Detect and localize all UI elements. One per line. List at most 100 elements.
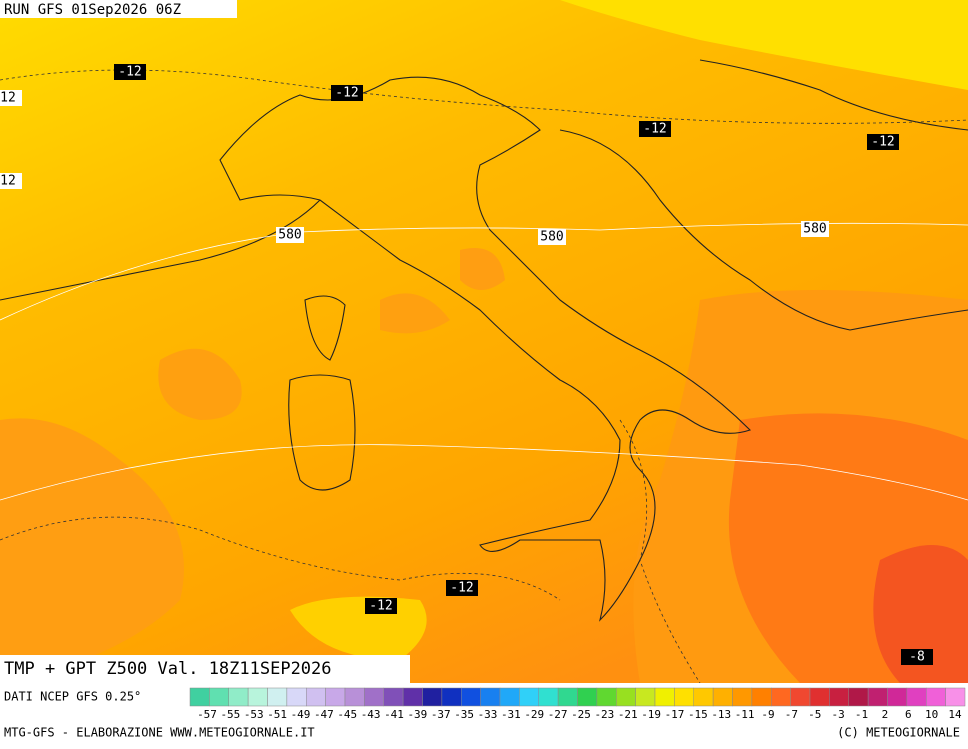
label-box	[365, 598, 397, 614]
scale-swatch	[790, 687, 811, 707]
footer-left: MTG-GFS - ELABORAZIONE WWW.METEOGIORNALE…	[4, 726, 315, 740]
scale-swatch	[751, 687, 772, 707]
contour-label: 12	[0, 174, 16, 189]
scale-swatch	[344, 687, 365, 707]
scale-label: -5	[808, 708, 821, 721]
contour-label: 580	[278, 228, 301, 243]
scale-label: 6	[905, 708, 912, 721]
contour-label: 580	[803, 222, 826, 237]
label-box	[0, 173, 22, 189]
scale-swatch	[480, 687, 501, 707]
scale-swatch	[364, 687, 384, 707]
label-box	[801, 221, 829, 237]
scale-swatch	[286, 687, 307, 707]
scale-label: -29	[524, 708, 544, 721]
scale-label: -25	[571, 708, 591, 721]
scale-label: 2	[882, 708, 889, 721]
scale-label: -37	[431, 708, 451, 721]
contour-label: -12	[871, 135, 894, 150]
scale-swatch	[674, 687, 694, 707]
scale-swatch	[383, 687, 404, 707]
scale-label: -19	[641, 708, 661, 721]
contour-label: 12	[0, 91, 16, 106]
label-box	[639, 121, 671, 137]
run-label: RUN GFS 01Sep2026 06Z	[4, 2, 181, 18]
scale-swatch	[209, 687, 229, 707]
label-box	[331, 85, 363, 101]
scale-swatch	[577, 687, 598, 707]
scale-label: -23	[594, 708, 614, 721]
scale-swatch	[809, 687, 830, 707]
scale-label: -35	[454, 708, 474, 721]
contour-label: -12	[369, 599, 392, 614]
scale-label: -45	[337, 708, 357, 721]
scale-label: -51	[267, 708, 287, 721]
scale-swatch	[732, 687, 753, 707]
color-scale: -57 -55 -53 -51 -49 -47 -45 -43 -41 -39 -37 -35 -33-…	[189, 687, 966, 721]
scale-swatch	[867, 687, 888, 707]
scale-swatch	[887, 687, 908, 707]
scale-label: -31	[501, 708, 521, 721]
scale-swatch	[519, 687, 539, 707]
scale-label: -57	[197, 708, 217, 721]
footer-right: (C) METEOGIORNALE	[837, 726, 960, 740]
scale-swatch	[557, 687, 578, 707]
label-box	[538, 229, 566, 245]
scale-swatch	[499, 687, 520, 707]
scale-label: -47	[314, 708, 334, 721]
scale-label: -9	[761, 708, 774, 721]
scale-label: -11	[735, 708, 755, 721]
scale-swatch	[712, 687, 733, 707]
scale-swatch	[422, 687, 443, 707]
scale-swatch	[906, 687, 927, 707]
scale-swatch	[247, 687, 268, 707]
scale-swatch	[771, 687, 791, 707]
scale-swatch	[693, 687, 714, 707]
scale-swatch	[228, 687, 249, 707]
label-box	[276, 227, 304, 243]
scale-swatch	[635, 687, 656, 707]
label-box	[114, 64, 146, 80]
contour-label: -12	[450, 581, 473, 596]
contour-label: -12	[335, 86, 358, 101]
source: DATI NCEP GFS 0.25°	[4, 690, 141, 704]
scale-label: -15	[688, 708, 708, 721]
contour-label: -8	[909, 650, 925, 665]
scale-swatch	[654, 687, 675, 707]
header-box	[0, 0, 237, 18]
scale-swatch	[926, 687, 946, 707]
label-box	[867, 134, 899, 150]
scale-label: 14	[948, 708, 962, 721]
scale-label: -43	[361, 708, 381, 721]
scale-swatch	[325, 687, 346, 707]
contour-labels: -12 -12 -12 -12 -12 -12 12 12 580 580 580 -8	[0, 64, 933, 665]
scale-swatch	[306, 687, 326, 707]
contour-label: 580	[540, 230, 563, 245]
scale-label: -55	[220, 708, 240, 721]
scale-label: -33	[478, 708, 498, 721]
scale-swatch	[267, 687, 288, 707]
scale-label: -39	[407, 708, 427, 721]
scale-label: -27	[548, 708, 568, 721]
scale-swatch	[596, 687, 617, 707]
scale-swatch	[848, 687, 869, 707]
scale-label: -7	[785, 708, 798, 721]
scale-label: -3	[832, 708, 845, 721]
map	[0, 0, 968, 684]
scale-swatch	[189, 687, 210, 707]
label-box	[901, 649, 933, 665]
scale-swatch	[616, 687, 636, 707]
contour-label: -12	[118, 65, 141, 80]
scale-label: -21	[618, 708, 638, 721]
label-box	[0, 90, 22, 106]
scale-label: -1	[855, 708, 868, 721]
scale-label: -53	[244, 708, 264, 721]
scale-swatch	[461, 687, 481, 707]
scale-swatch	[441, 687, 462, 707]
scale-label: -17	[665, 708, 685, 721]
scale-swatch	[402, 687, 423, 707]
map-title: TMP + GPT Z500 Val. 18Z11SEP2026	[4, 659, 332, 679]
title-box	[0, 655, 410, 683]
scale-label: -49	[291, 708, 311, 721]
